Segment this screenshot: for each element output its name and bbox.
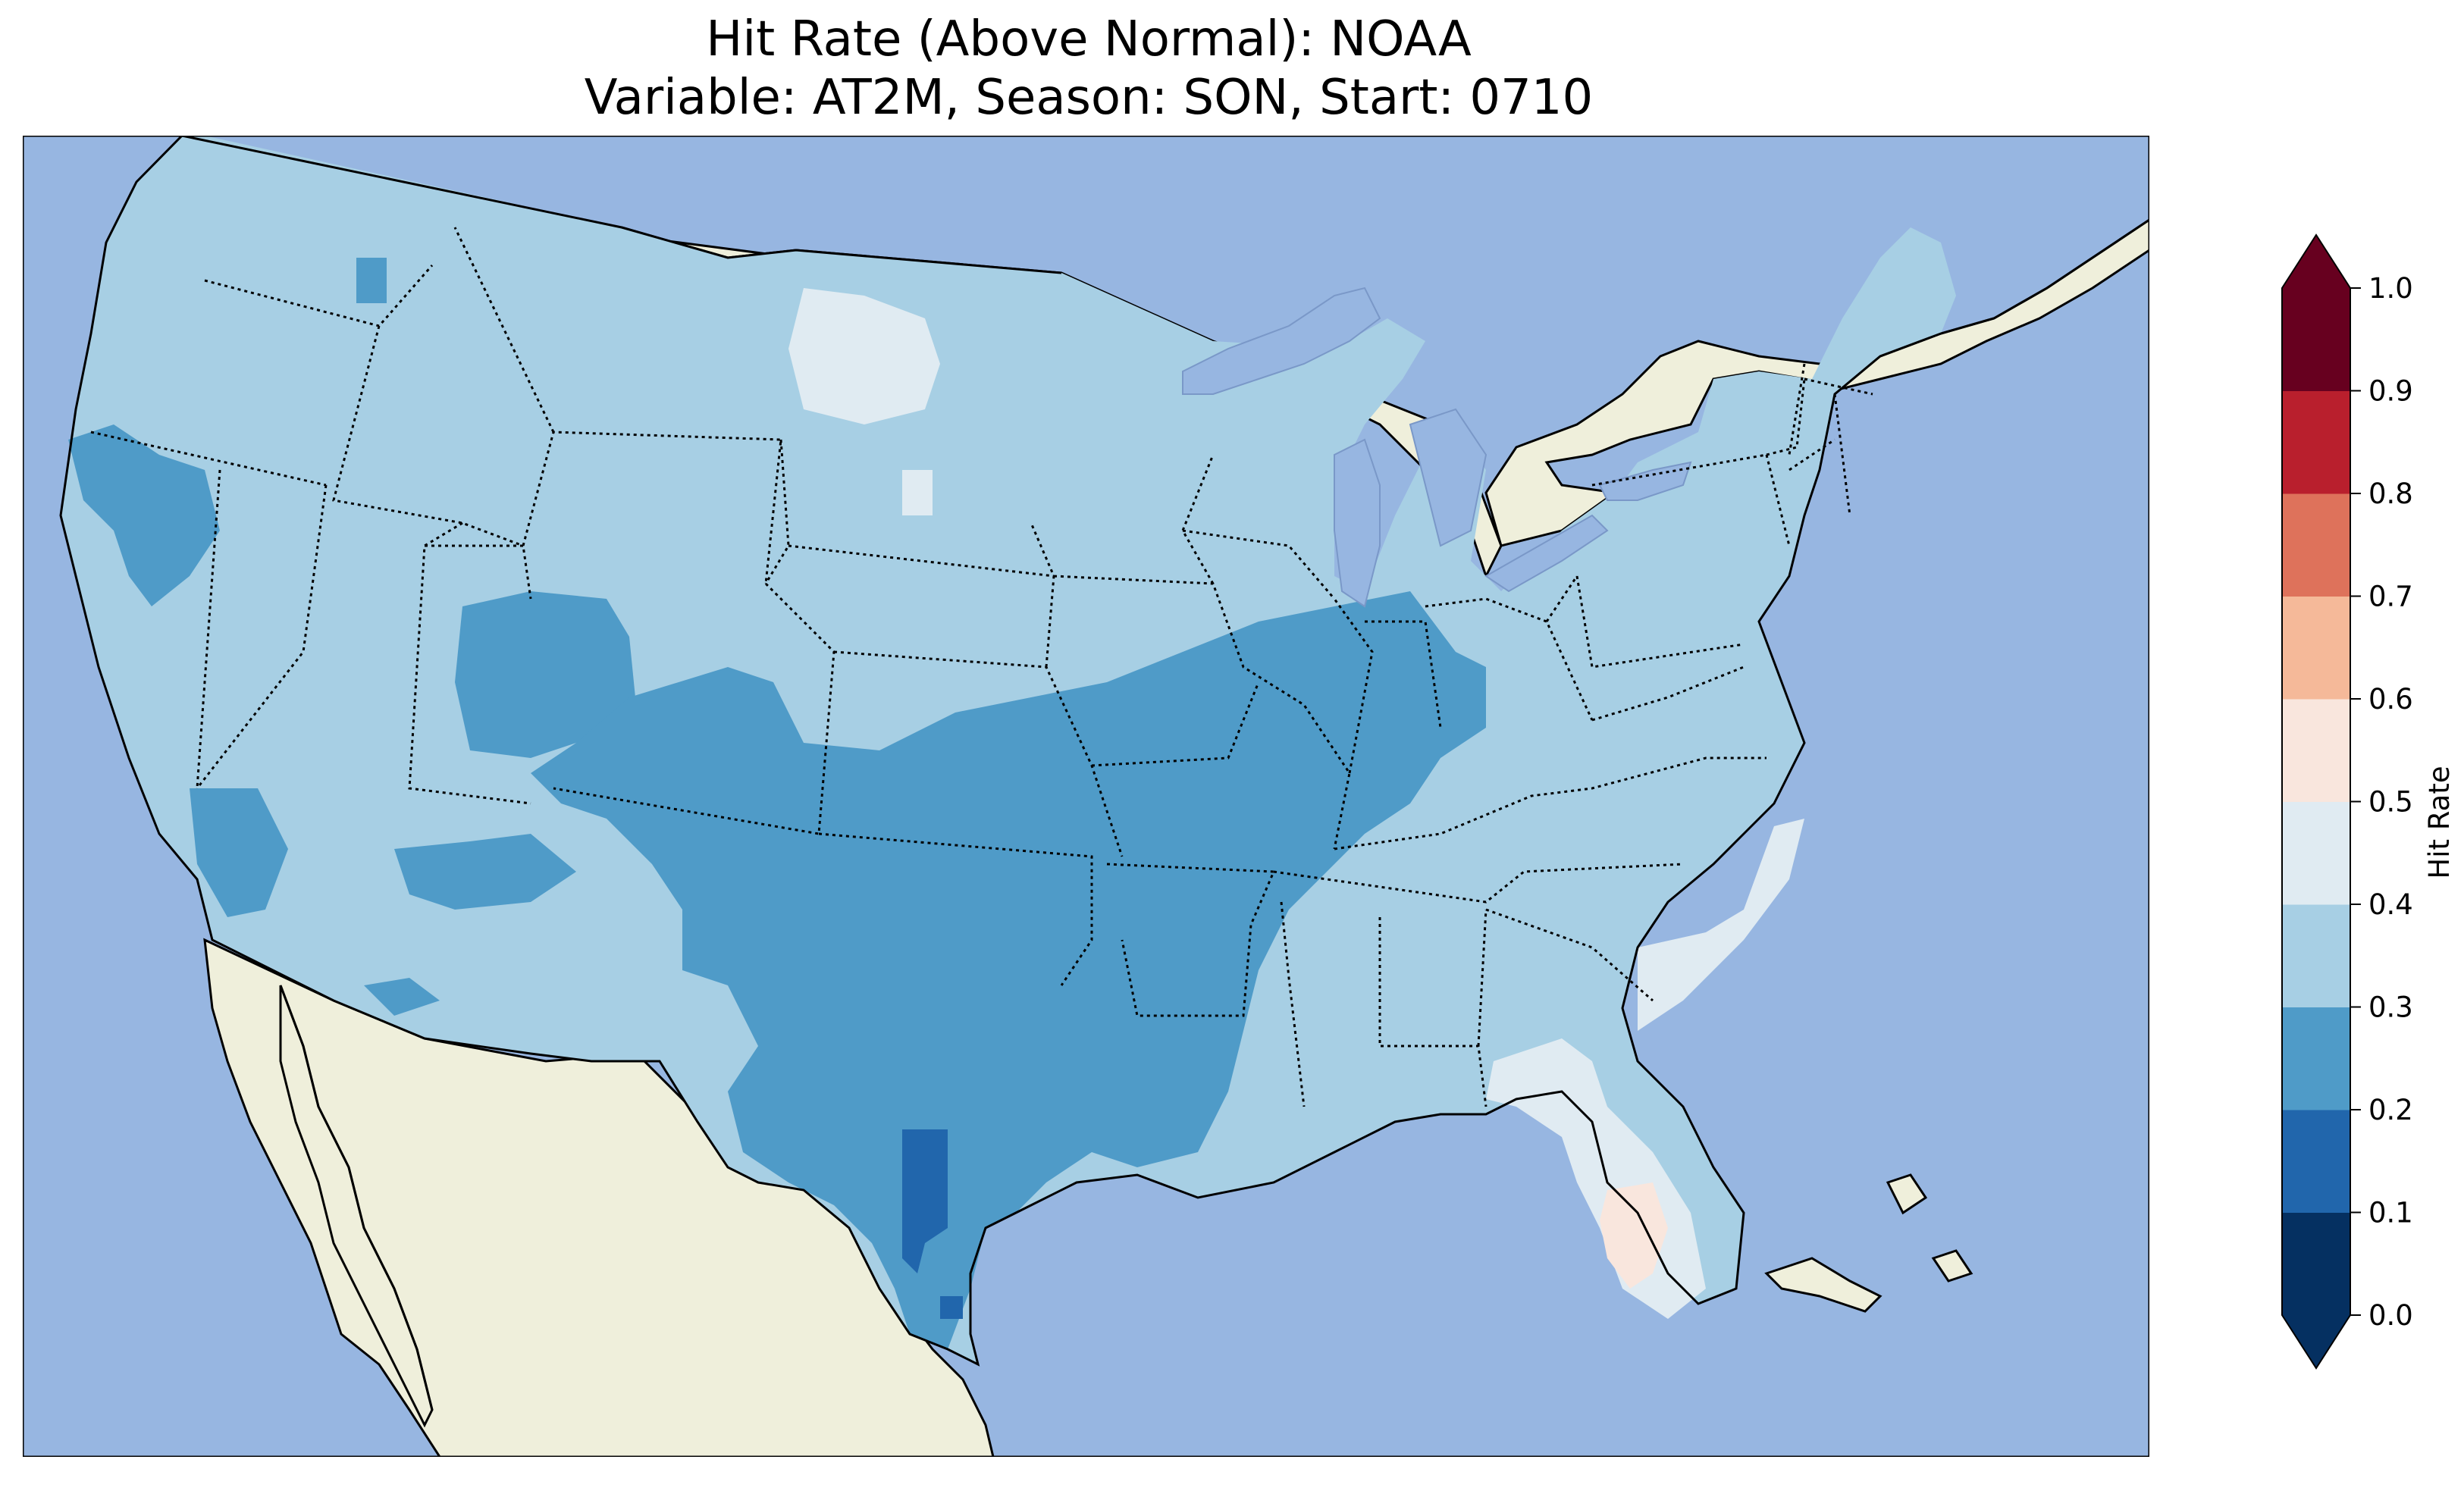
colorbar-extend-min — [2282, 1315, 2350, 1368]
colorbar-tick-label: 0.0 — [2368, 1299, 2413, 1332]
cuba-land — [1764, 1257, 1882, 1313]
colorbar-bin-4 — [2282, 801, 2350, 905]
patch-northern-california — [68, 424, 220, 606]
coastline — [59, 136, 2149, 1411]
colorbar-tick-label: 0.7 — [2368, 581, 2413, 613]
colorbar-tick-label: 0.1 — [2368, 1197, 2413, 1229]
colorbar-ticks: 0.0 0.1 0.2 0.3 0.4 0.5 0.6 0.7 0.8 0.9 1.0 — [2350, 272, 2413, 1332]
colorbar-bin-6 — [2282, 596, 2350, 700]
bahamas-land — [1886, 1173, 1973, 1283]
colorbar-bin-9 — [2282, 288, 2350, 391]
patch-west-texas — [902, 1129, 963, 1319]
patch-southwest-florida — [1600, 1182, 1668, 1289]
colorbar-extend-max — [2282, 235, 2350, 288]
colorbar-tick-label: 0.2 — [2368, 1094, 2413, 1126]
patch-southern-nevada — [190, 788, 288, 917]
colorbar-tick-label: 0.4 — [2368, 888, 2413, 921]
colorbar-tick-label: 1.0 — [2368, 272, 2413, 305]
title-line-1: Hit Rate (Above Normal): NOAA — [706, 11, 1472, 67]
colorbar-bin-0 — [2282, 1212, 2350, 1316]
colorbar-bin-8 — [2282, 390, 2350, 494]
colorbar-tick-label: 0.6 — [2368, 683, 2413, 716]
colorbar-bin-2 — [2282, 1007, 2350, 1110]
patch-north-dakota — [788, 288, 940, 515]
colorbar: 0.0 0.1 0.2 0.3 0.4 0.5 0.6 0.7 0.8 0.9 1.0 Hit Ra… — [2281, 233, 2456, 1370]
patch-central-plains — [531, 591, 1486, 1349]
great-lakes — [1182, 287, 1692, 608]
lake-huron — [1409, 408, 1487, 547]
canada-us-border — [181, 136, 1062, 274]
colorbar-bin-5 — [2282, 699, 2350, 802]
hit-rate-patches — [68, 258, 1804, 1349]
colorbar-bin-3 — [2282, 904, 2350, 1007]
patch-idaho — [356, 258, 387, 303]
colorbar-tick-label: 0.9 — [2368, 375, 2413, 408]
colorbar-bin-1 — [2282, 1110, 2350, 1213]
colorbar-bins — [2282, 288, 2350, 1316]
colorbar-tick-label: 0.3 — [2368, 991, 2413, 1024]
state-border-lines — [90, 227, 1873, 1107]
colorbar-label: Hit Rate — [2423, 766, 2456, 879]
title-line-2: Variable: AT2M, Season: SON, Start: 0710 — [585, 70, 1593, 126]
lake-michigan — [1334, 438, 1381, 608]
state-borders — [90, 227, 1873, 1107]
colorbar-tick-label: 0.5 — [2368, 786, 2413, 819]
lake-superior — [1182, 287, 1381, 395]
lake-erie — [1484, 514, 1609, 593]
patch-arizona — [364, 834, 576, 1016]
patch-southeast — [1486, 819, 1804, 1319]
colorbar-tick-label: 0.8 — [2368, 478, 2413, 510]
patch-utah — [455, 591, 637, 758]
map-panel — [23, 136, 2149, 1457]
colorbar-bin-7 — [2282, 493, 2350, 597]
